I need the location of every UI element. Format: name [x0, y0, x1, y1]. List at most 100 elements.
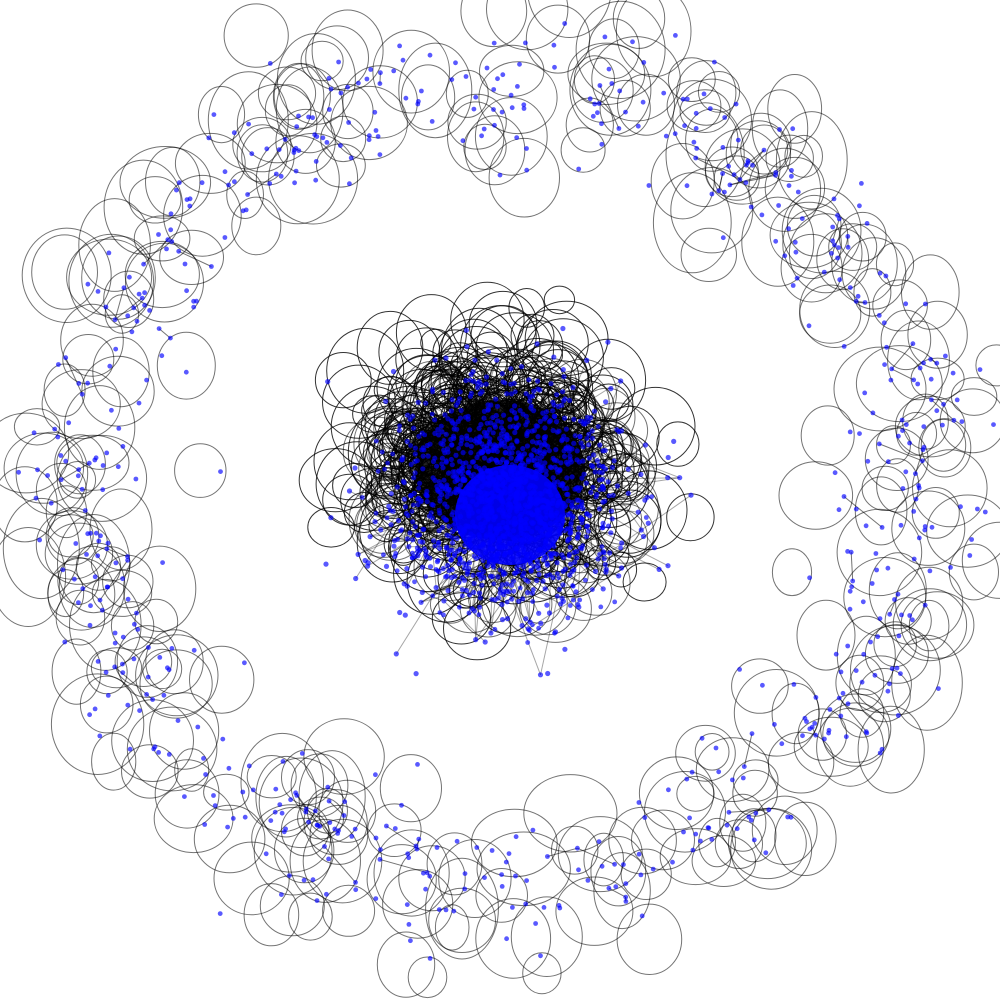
ring-edge-loop	[281, 749, 335, 806]
cluster-node	[483, 374, 490, 380]
cluster-node	[529, 529, 535, 535]
cluster-node	[560, 389, 566, 395]
cluster-node	[444, 488, 450, 495]
cluster-node	[443, 431, 449, 437]
ring-node	[541, 905, 547, 910]
ring-node	[869, 581, 875, 586]
ring-edge-loop	[401, 64, 456, 131]
cluster-node	[595, 424, 601, 429]
cluster-node	[483, 534, 489, 540]
cluster-node	[529, 439, 536, 445]
cluster-node	[580, 421, 587, 427]
ring-edge-loop	[880, 309, 932, 371]
cluster-node	[588, 489, 594, 495]
ring-node	[693, 125, 699, 131]
ring-node	[726, 163, 731, 169]
ring-node	[406, 855, 412, 861]
cluster-node	[473, 637, 479, 643]
cluster-node	[456, 561, 462, 567]
ring-node	[250, 787, 256, 793]
cluster-node	[485, 468, 491, 474]
ring-edge-loop	[850, 624, 941, 716]
ring-node	[709, 191, 715, 197]
cluster-node	[442, 450, 448, 456]
ring-node	[776, 203, 781, 208]
ring-node	[226, 765, 232, 771]
cluster-node	[466, 610, 472, 616]
cluster-node	[523, 478, 529, 484]
ring-node	[312, 132, 318, 138]
ring-edge	[143, 239, 169, 265]
cluster-node	[455, 399, 461, 406]
ring-edge-loop	[123, 545, 197, 632]
cluster-node	[507, 550, 513, 556]
ring-edge-loop	[47, 569, 85, 618]
cluster-node	[444, 573, 450, 579]
cluster-node	[463, 587, 469, 594]
cluster-node	[589, 428, 595, 434]
cluster-node	[472, 545, 478, 551]
ring-edge-loop	[591, 36, 681, 122]
ring-node	[133, 476, 139, 482]
cluster-node	[656, 566, 662, 573]
ring-node	[327, 107, 332, 112]
ring-edge-loop	[667, 57, 716, 102]
cluster-node	[586, 431, 592, 437]
ring-node	[630, 39, 635, 45]
cluster-node	[513, 415, 519, 422]
ring-node	[879, 525, 885, 530]
ring-node	[716, 769, 722, 775]
ring-node	[276, 147, 282, 153]
ring-node	[832, 470, 838, 476]
ring-node	[853, 668, 859, 673]
ring-node	[356, 80, 361, 86]
ring-node	[779, 741, 785, 747]
cluster-node	[562, 646, 568, 652]
ring-node	[218, 469, 223, 474]
ring-node	[590, 113, 596, 119]
ring-node	[99, 607, 105, 613]
cluster-node	[445, 416, 451, 422]
ring-node	[641, 60, 647, 65]
ring-node	[868, 639, 873, 645]
cluster-node	[500, 500, 506, 506]
ring-edge-loop	[2, 497, 80, 600]
cluster-node	[576, 459, 582, 465]
ring-node	[934, 360, 940, 366]
ring-node	[920, 458, 925, 464]
cluster-node	[488, 573, 494, 579]
cluster-node	[651, 545, 658, 551]
cluster-node	[394, 568, 400, 574]
cluster-node	[479, 389, 485, 395]
ring-node	[16, 469, 21, 475]
cluster-node	[454, 426, 460, 432]
ring-edge	[247, 173, 277, 195]
cluster-node	[483, 549, 489, 556]
cluster-node	[410, 413, 416, 419]
ring-edge-loop	[675, 724, 736, 782]
ring-edge-loop	[257, 66, 317, 121]
cluster-node	[616, 573, 622, 579]
cluster-node	[396, 427, 402, 433]
ring-node	[907, 613, 913, 618]
ring-edge-loop	[163, 174, 242, 257]
cluster-node	[421, 447, 427, 453]
cluster-edge-loop	[622, 562, 667, 602]
cluster-node	[602, 562, 608, 568]
ring-edge	[838, 697, 867, 732]
cluster-node	[481, 415, 487, 421]
cluster-node	[436, 507, 442, 514]
ring-node	[240, 789, 246, 795]
ring-node	[392, 826, 398, 831]
cluster-node	[420, 526, 426, 532]
cluster-node	[477, 595, 483, 601]
cluster-node	[524, 432, 530, 439]
ring-edge-loop	[311, 9, 384, 92]
ring-edge	[889, 594, 899, 615]
ring-node	[353, 880, 358, 885]
ring-node	[453, 60, 458, 66]
ring-edge-loop	[793, 716, 869, 777]
ring-node	[249, 151, 255, 157]
ring-edge-loop	[149, 692, 220, 770]
